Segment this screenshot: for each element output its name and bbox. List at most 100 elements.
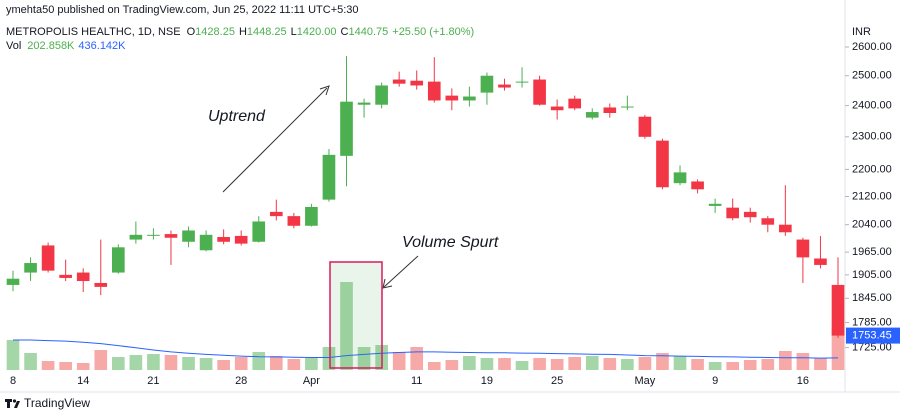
candle-body [726,207,739,219]
volume-bar [761,359,775,370]
legend-key: O [187,26,196,38]
volume-bar [234,357,248,370]
legend-value: 1428.25 [195,26,235,38]
candle-body [129,234,143,240]
legend-value: 1440.75 [349,26,389,38]
arrow-head [382,278,393,289]
brand-name: TradingView [24,396,90,410]
candle-body [779,224,792,233]
highlight-box [329,261,383,369]
volume-bar [638,357,652,370]
candle-body [59,274,72,278]
volume-bar [112,357,125,370]
y-tick-label: 2300.00 [852,131,892,143]
legend-key: H [239,26,247,38]
volume-bar [550,359,564,370]
candle-body [41,245,55,271]
y-tick-label: 2400.00 [852,100,892,112]
currency-label: INR [852,26,871,38]
y-tick-label: 1785.00 [852,316,892,328]
volume-bar [357,347,371,370]
candle-body [585,112,599,118]
candle-body [691,181,704,190]
candle-body [252,221,266,242]
y-tick-label: 2500.00 [852,70,892,82]
volume-bar [392,352,406,370]
x-tick-label: 28 [235,375,247,387]
candle-body [533,79,546,105]
uptrend-arrow [222,87,328,193]
x-tick-label: May [635,375,656,387]
volume-bar [796,353,810,370]
spurt-arrow [383,255,419,288]
x-tick-label: 11 [411,375,422,387]
symbol-legend: METROPOLIS HEALTHC, 1D, NSE O1428.25 H1448… [6,26,474,38]
legend-value: 202.858K [27,40,75,52]
candle-body [427,81,441,101]
candle-body [375,85,388,105]
volume-bar [603,358,617,370]
candle-body [410,80,424,86]
candle-body [217,237,230,242]
annotation: Uptrend [208,108,266,125]
candle-body [112,247,125,273]
volume-bar [24,353,37,370]
volume-bar [708,362,722,370]
volume-bar [129,355,143,370]
volume-bar [287,359,301,370]
volume-bar [269,356,283,370]
candle-body [305,206,318,226]
volume-bar [743,360,757,370]
volume-bar [199,358,213,370]
candle-body [392,79,406,84]
volume-bar [322,347,336,370]
x-tick-label: 16 [797,375,809,387]
candle-body [199,234,213,251]
candle-body [743,211,757,218]
candle-body [340,101,353,156]
legend-key: C [341,26,349,38]
candle-body [814,258,827,265]
candle-body [24,263,37,273]
y-tick-label: 2200.00 [852,163,892,175]
candle-body [269,211,283,217]
volume-bar [305,358,318,370]
candle-body [796,239,810,258]
candle-body [164,234,178,238]
legend-value: 1448.25 [247,26,287,38]
volume-ma-line [13,339,839,359]
volume-bar [498,358,511,370]
volume-bar [814,358,827,370]
arrow-head [319,85,330,96]
volume-bar [463,356,476,370]
volume-bar [585,356,599,370]
candle-body [831,284,845,336]
volume-bar [445,360,459,370]
y-tick-label: 1845.00 [852,292,892,304]
volume-bar [182,357,195,370]
candle-body [550,106,564,111]
candle-body [761,218,775,225]
volume-bar [779,351,792,370]
volume-bar [515,361,529,370]
legend-value: 1420.00 [297,26,337,38]
volume-bar [656,353,669,370]
legend-key: L [291,26,297,38]
published-note: ymehta50 published on TradingView.com, J… [6,4,359,16]
y-tick-label: 1965.00 [852,246,892,258]
volume-bar [340,282,353,370]
candle-body [515,81,529,83]
candle-body [76,272,90,282]
symbol: METROPOLIS HEALTHC, 1D, NSE [6,26,181,38]
candle-body [621,106,634,108]
x-tick-label: 8 [10,375,16,387]
volume-bar [427,362,441,370]
volume-bar [691,359,704,370]
volume-bar [568,357,582,370]
volume-bar [94,350,108,370]
volume-bar [410,347,424,370]
volume-bar [831,327,845,370]
